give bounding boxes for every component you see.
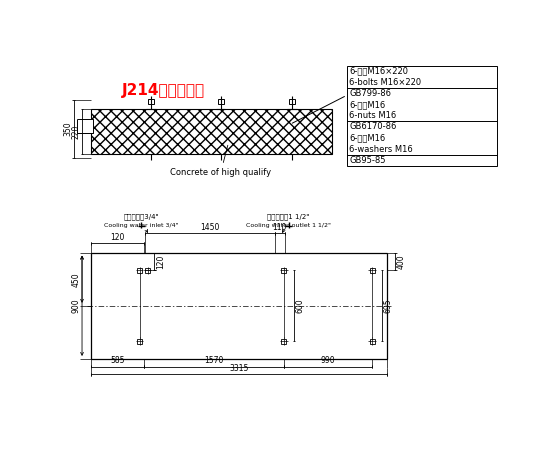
Text: 600: 600: [295, 298, 305, 313]
Bar: [137, 339, 142, 343]
Bar: [77, 119, 93, 133]
Text: 350: 350: [63, 122, 72, 136]
Text: 6-联母M16: 6-联母M16: [349, 100, 385, 109]
Bar: [91, 109, 331, 154]
Text: J214基础安装图: J214基础安装图: [123, 83, 206, 98]
Text: Cooling water inlet 3/4": Cooling water inlet 3/4": [104, 223, 179, 228]
Bar: [281, 339, 286, 343]
Text: Cooling water outlet 1 1/2": Cooling water outlet 1 1/2": [246, 223, 331, 228]
Bar: [148, 99, 154, 104]
Text: 6-washers M16: 6-washers M16: [349, 145, 413, 154]
Bar: [137, 268, 142, 273]
Text: 990: 990: [321, 356, 335, 365]
Text: 6-bolts M16×220: 6-bolts M16×220: [349, 78, 422, 87]
Bar: [347, 66, 497, 166]
Text: 450: 450: [71, 272, 80, 287]
Text: 6-nuts M16: 6-nuts M16: [349, 111, 397, 120]
Text: 220: 220: [71, 125, 80, 139]
Text: 3315: 3315: [229, 364, 249, 373]
Text: 1450: 1450: [201, 223, 220, 232]
Text: 1570: 1570: [204, 356, 223, 365]
Text: 695: 695: [384, 298, 393, 313]
Text: 6-联个M16×220: 6-联个M16×220: [349, 67, 408, 76]
Bar: [77, 119, 93, 133]
Bar: [289, 99, 295, 104]
Text: 120: 120: [110, 233, 125, 242]
Text: 120: 120: [156, 254, 165, 269]
Text: 冷却水出口1 1/2": 冷却水出口1 1/2": [267, 214, 310, 220]
Text: Concrete of high qualify: Concrete of high qualify: [170, 145, 271, 177]
Bar: [370, 268, 374, 273]
Text: 900: 900: [71, 298, 80, 313]
Text: 585: 585: [110, 356, 125, 365]
Bar: [281, 268, 286, 273]
Text: GB6170-86: GB6170-86: [349, 122, 397, 131]
Text: 110: 110: [272, 223, 287, 232]
Bar: [145, 268, 150, 273]
Text: 400: 400: [397, 254, 405, 269]
Text: 冷却水进口3/4": 冷却水进口3/4": [124, 214, 159, 220]
Bar: [218, 99, 224, 104]
Text: GB95-85: GB95-85: [349, 156, 386, 165]
Bar: [370, 339, 374, 343]
Text: GB799-86: GB799-86: [349, 89, 392, 98]
Text: 6-垃圈M16: 6-垃圈M16: [349, 134, 385, 143]
Bar: [91, 252, 387, 359]
